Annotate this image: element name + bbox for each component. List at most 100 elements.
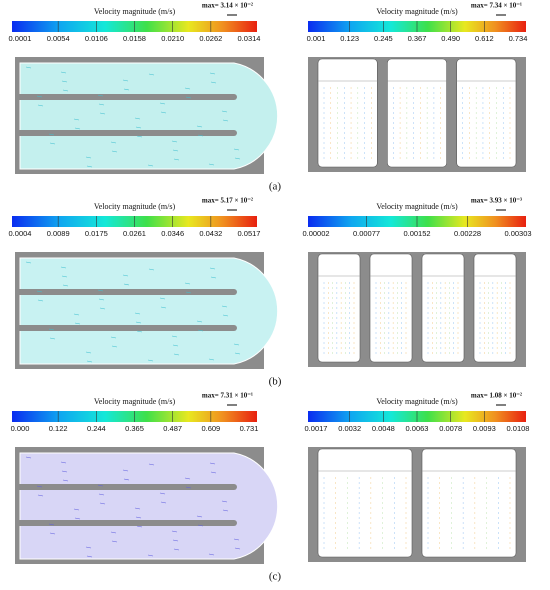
colorbar-tick-label: 0.734 bbox=[509, 34, 528, 43]
velocity-vector bbox=[111, 150, 118, 153]
velocity-vector bbox=[123, 88, 130, 91]
velocity-vector bbox=[37, 299, 44, 302]
velocity-vector bbox=[111, 540, 118, 543]
velocity-vector bbox=[74, 127, 81, 130]
velocity-vector bbox=[60, 266, 67, 269]
colorbar-tick-label: 0.0432 bbox=[199, 229, 222, 238]
velocity-vector bbox=[234, 352, 241, 355]
velocity-vector bbox=[184, 282, 191, 285]
velocity-vector bbox=[49, 532, 56, 535]
tank bbox=[421, 253, 465, 363]
velocity-vector bbox=[122, 79, 129, 82]
max-label: max= 3.93 × 10⁻³ bbox=[471, 197, 522, 205]
velocity-vector bbox=[48, 328, 55, 331]
velocity-vector bbox=[208, 553, 215, 556]
velocity-vector bbox=[209, 72, 216, 75]
channel-wall bbox=[15, 130, 237, 136]
velocity-vector bbox=[197, 524, 204, 527]
colorbar-title: Velocity magnitude (m/s) bbox=[376, 202, 458, 211]
colorbar-tick-label: 0.0054 bbox=[47, 34, 70, 43]
velocity-vector bbox=[134, 507, 141, 510]
velocity-vector bbox=[173, 548, 180, 551]
colorbar-title: Velocity magnitude (m/s) bbox=[94, 7, 176, 16]
velocity-vector bbox=[73, 508, 80, 511]
colorbar-tick-label: 0.00228 bbox=[454, 229, 481, 238]
velocity-vector bbox=[159, 102, 166, 105]
tank bbox=[421, 448, 517, 558]
colorbar-tick-label: 0.0261 bbox=[123, 229, 146, 238]
colorbar-tick-label: 0.245 bbox=[374, 34, 393, 43]
velocity-vector bbox=[61, 80, 68, 83]
velocity-vector bbox=[48, 133, 55, 136]
max-label: max= 5.17 × 10⁻² bbox=[202, 197, 253, 205]
velocity-vector bbox=[160, 111, 167, 114]
row-label: (b) bbox=[269, 376, 282, 388]
velocity-vector bbox=[60, 461, 67, 464]
colorbar-tick-label: 0.00077 bbox=[353, 229, 380, 238]
velocity-vector bbox=[99, 112, 106, 115]
max-label: max= 3.14 × 10⁻² bbox=[202, 2, 253, 10]
velocity-vector bbox=[159, 297, 166, 300]
colorbar-tick-label: 0.123 bbox=[340, 34, 359, 43]
tank bbox=[456, 58, 517, 168]
colorbar-tick-label: 0.000 bbox=[11, 424, 30, 433]
velocity-vector bbox=[221, 500, 228, 503]
velocity-vector bbox=[160, 306, 167, 309]
velocity-vector bbox=[234, 157, 241, 160]
velocity-vector bbox=[171, 530, 178, 533]
colorbar-tick-label: 0.0262 bbox=[199, 34, 222, 43]
velocity-vector bbox=[123, 478, 130, 481]
velocity-vector bbox=[97, 289, 104, 292]
colorbar-tick-label: 0.001 bbox=[307, 34, 326, 43]
velocity-vector bbox=[184, 477, 191, 480]
velocity-vector bbox=[110, 141, 117, 144]
velocity-vector bbox=[111, 345, 118, 348]
velocity-vector bbox=[73, 118, 80, 121]
velocity-vector bbox=[185, 291, 192, 294]
velocity-vector bbox=[172, 344, 179, 347]
channel-wall bbox=[15, 94, 237, 100]
velocity-vector bbox=[85, 546, 92, 549]
velocity-vector bbox=[172, 539, 179, 542]
tank bbox=[473, 253, 517, 363]
channel-wall bbox=[15, 325, 237, 331]
velocity-vector bbox=[25, 261, 32, 264]
velocity-vector bbox=[122, 274, 129, 277]
colorbar-tick-label: 0.0048 bbox=[372, 424, 395, 433]
velocity-vector bbox=[49, 142, 56, 145]
velocity-vector bbox=[136, 135, 143, 138]
velocity-vector bbox=[171, 335, 178, 338]
velocity-vector bbox=[222, 509, 229, 512]
velocity-vector bbox=[160, 501, 167, 504]
velocity-vector bbox=[74, 517, 81, 520]
velocity-vector bbox=[25, 456, 32, 459]
tank bbox=[317, 58, 378, 168]
colorbar-tick-label: 0.612 bbox=[475, 34, 494, 43]
velocity-vector bbox=[173, 158, 180, 161]
colorbar-tick-label: 0.0063 bbox=[406, 424, 429, 433]
velocity-vector bbox=[61, 275, 68, 278]
colorbar-tick-label: 0.0032 bbox=[338, 424, 361, 433]
velocity-vector bbox=[60, 71, 67, 74]
colorbar-title: Velocity magnitude (m/s) bbox=[376, 7, 458, 16]
velocity-vector bbox=[221, 110, 228, 113]
velocity-vector bbox=[86, 555, 93, 558]
velocity-vector bbox=[184, 87, 191, 90]
velocity-vector bbox=[110, 531, 117, 534]
velocity-vector bbox=[110, 336, 117, 339]
velocity-vector bbox=[62, 284, 69, 287]
velocity-vector bbox=[222, 119, 229, 122]
velocity-vector bbox=[148, 268, 155, 271]
colorbar-tick-label: 0.122 bbox=[49, 424, 68, 433]
colorbar-title: Velocity magnitude (m/s) bbox=[376, 397, 458, 406]
velocity-vector bbox=[159, 492, 166, 495]
velocity-vector bbox=[36, 485, 43, 488]
colorbar-tick-label: 0.609 bbox=[201, 424, 220, 433]
colorbar-title: Velocity magnitude (m/s) bbox=[94, 397, 176, 406]
colorbar-tick-label: 0.0093 bbox=[473, 424, 496, 433]
velocity-vector bbox=[197, 329, 204, 332]
colorbar-tick-label: 0.0089 bbox=[47, 229, 70, 238]
velocity-vector bbox=[233, 148, 240, 151]
colorbar-tick-label: 0.487 bbox=[163, 424, 182, 433]
velocity-vector bbox=[97, 484, 104, 487]
